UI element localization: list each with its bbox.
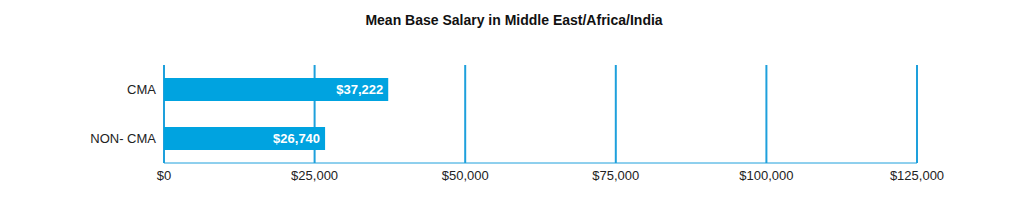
svg-text:$50,000: $50,000 — [442, 168, 489, 183]
html-text:Mean Base Salary in Middle Eas: Mean Base Salary in Middle East/Africa/I… — [365, 12, 663, 28]
svg-text:$125,000: $125,000 — [890, 168, 944, 183]
svg-text:$0: $0 — [157, 168, 171, 183]
svg-text:$26,740: $26,740 — [273, 131, 320, 146]
svg-text:$75,000: $75,000 — [592, 168, 639, 183]
svg-text:$100,000: $100,000 — [739, 168, 793, 183]
svg-text:$25,000: $25,000 — [291, 168, 338, 183]
svg-text:$37,222: $37,222 — [336, 82, 383, 97]
svg-text:CMA: CMA — [127, 82, 156, 97]
svg-text:NON- CMA: NON- CMA — [90, 131, 156, 146]
